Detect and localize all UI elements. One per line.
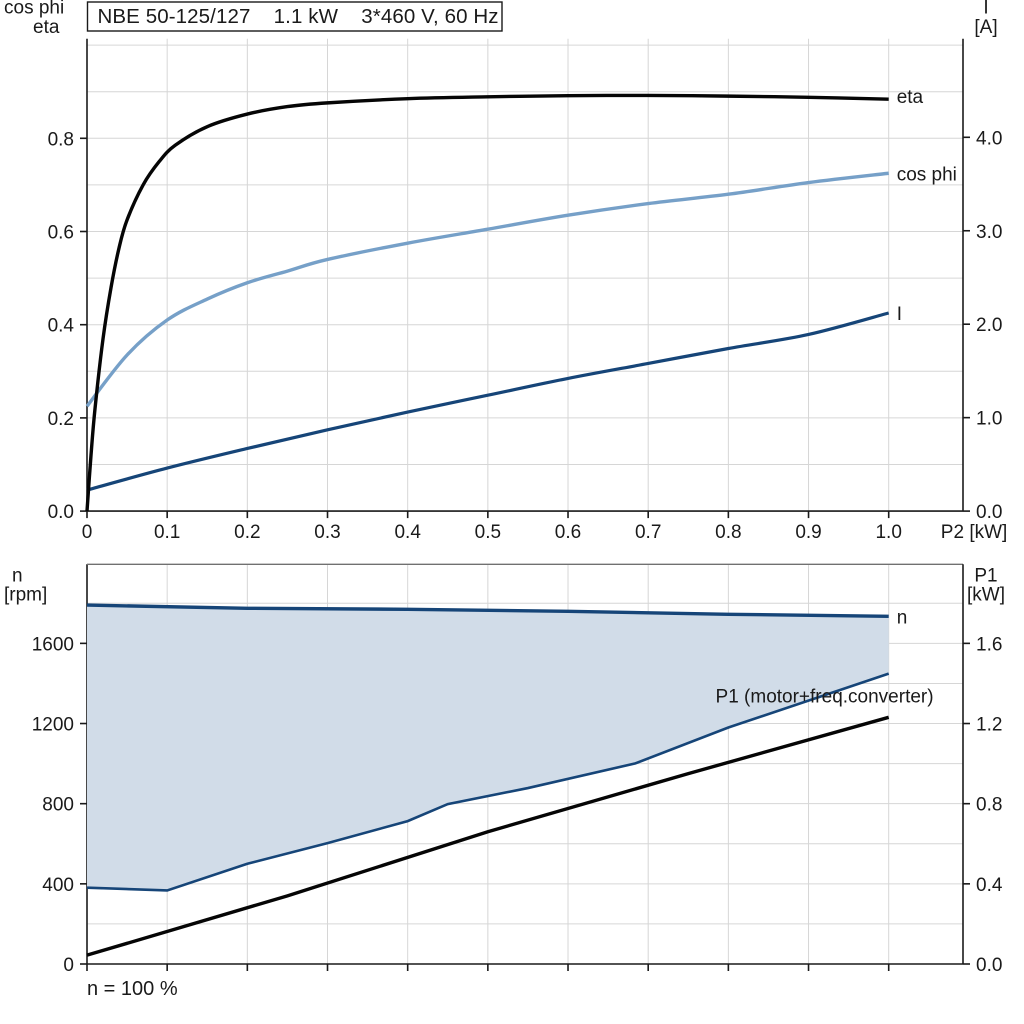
svg-text:0.6: 0.6 xyxy=(555,522,581,543)
svg-text:1600: 1600 xyxy=(32,634,74,655)
svg-text:eta: eta xyxy=(897,87,924,108)
svg-text:0.8: 0.8 xyxy=(715,522,741,543)
svg-text:I: I xyxy=(983,0,988,19)
svg-text:n: n xyxy=(897,607,908,628)
svg-text:0.0: 0.0 xyxy=(976,955,1002,976)
svg-text:0.4: 0.4 xyxy=(976,875,1003,896)
svg-text:1.0: 1.0 xyxy=(976,409,1002,430)
svg-text:1.2: 1.2 xyxy=(976,715,1002,736)
svg-text:2.0: 2.0 xyxy=(976,315,1002,336)
svg-text:P2 [kW]: P2 [kW] xyxy=(941,522,1008,543)
svg-text:0.7: 0.7 xyxy=(635,522,661,543)
svg-text:0: 0 xyxy=(82,522,93,543)
svg-text:I: I xyxy=(897,304,902,325)
svg-text:1.6: 1.6 xyxy=(976,634,1002,655)
svg-text:0.4: 0.4 xyxy=(48,316,75,337)
svg-text:4.0: 4.0 xyxy=(976,128,1002,149)
svg-text:0.0: 0.0 xyxy=(48,502,74,523)
svg-text:P1: P1 xyxy=(974,565,997,586)
svg-text:0.2: 0.2 xyxy=(48,409,74,430)
svg-text:0.4: 0.4 xyxy=(394,522,421,543)
svg-text:cos phi: cos phi xyxy=(897,164,957,185)
svg-text:1.0: 1.0 xyxy=(875,522,901,543)
svg-text:eta: eta xyxy=(33,17,60,38)
svg-text:0.8: 0.8 xyxy=(48,129,74,150)
svg-text:0.2: 0.2 xyxy=(234,522,260,543)
svg-text:0.0: 0.0 xyxy=(976,502,1002,523)
svg-text:n = 100 %: n = 100 % xyxy=(87,978,178,1000)
svg-text:3.0: 3.0 xyxy=(976,222,1002,243)
svg-text:[kW]: [kW] xyxy=(967,584,1005,605)
svg-text:n: n xyxy=(12,565,23,586)
svg-text:[rpm]: [rpm] xyxy=(4,584,47,605)
svg-text:[A]: [A] xyxy=(974,17,997,38)
svg-text:800: 800 xyxy=(42,795,74,816)
svg-text:0: 0 xyxy=(63,955,74,976)
svg-text:0.3: 0.3 xyxy=(314,522,340,543)
svg-text:0.8: 0.8 xyxy=(976,795,1002,816)
svg-text:400: 400 xyxy=(42,875,74,896)
svg-text:0.6: 0.6 xyxy=(48,223,74,244)
svg-text:cos phi: cos phi xyxy=(4,0,64,19)
svg-text:1200: 1200 xyxy=(32,715,74,736)
svg-text:P1 (motor+freq.converter): P1 (motor+freq.converter) xyxy=(716,686,934,707)
svg-text:NBE 50-125/127 1.1 kW 3*: NBE 50-125/127 1.1 kW 3*460 V, 60 Hz xyxy=(98,5,499,28)
svg-text:0.1: 0.1 xyxy=(154,522,180,543)
svg-text:0.5: 0.5 xyxy=(475,522,501,543)
svg-text:0.9: 0.9 xyxy=(795,522,821,543)
